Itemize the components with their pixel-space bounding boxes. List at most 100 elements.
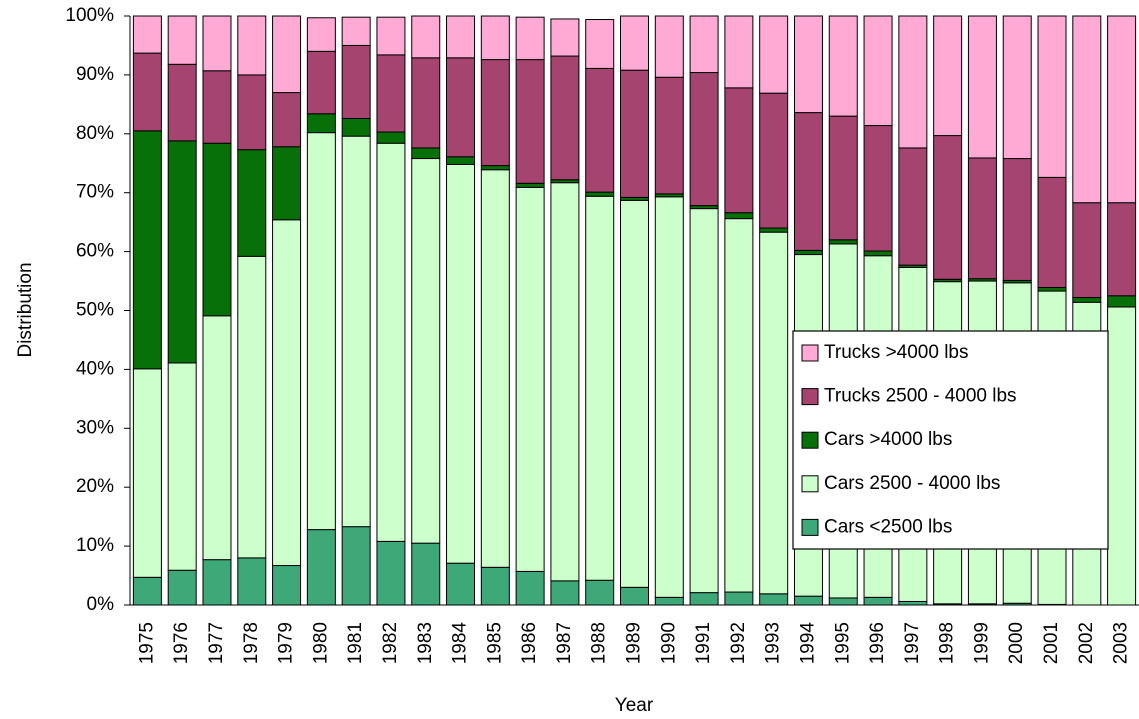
- bar-segment: [620, 69, 649, 198]
- bar-segment: [898, 147, 928, 266]
- x-tick-label: 1993: [763, 622, 784, 664]
- bar-segment: [202, 559, 232, 606]
- y-tick-label: 20%: [76, 476, 114, 497]
- bar-segment: [341, 16, 371, 46]
- x-tick-label: 1999: [971, 622, 992, 664]
- bar-segment: [759, 15, 789, 94]
- bar-segment: [167, 63, 197, 142]
- x-tick-label: 1978: [241, 622, 262, 664]
- x-tick-label: 1988: [589, 622, 610, 664]
- bar-segment: [237, 149, 267, 257]
- x-tick-label: 1984: [450, 622, 471, 665]
- bar-segment: [132, 15, 162, 54]
- bar-segment: [411, 57, 441, 149]
- x-tick-label: 1992: [728, 622, 749, 664]
- bar-segment: [132, 52, 162, 132]
- bar-segment: [724, 591, 754, 606]
- y-tick-label: 40%: [76, 358, 114, 379]
- x-tick-label: 1991: [693, 622, 714, 664]
- bar-segment: [306, 113, 336, 134]
- y-tick-label: 90%: [76, 64, 114, 85]
- bar-segment: [828, 597, 858, 606]
- bar-segment: [446, 15, 476, 59]
- legend-swatch: [801, 344, 819, 362]
- bar-segment: [967, 157, 997, 280]
- bar-segment: [724, 218, 754, 593]
- bar-segment: [759, 593, 789, 606]
- bar-segment: [167, 15, 197, 65]
- bar-segment: [828, 239, 858, 245]
- bar-segment: [585, 19, 615, 69]
- y-tick-label: 0%: [87, 594, 115, 615]
- x-tick-label: 2001: [1041, 622, 1062, 664]
- bar-segment: [898, 600, 928, 606]
- bar-segment: [167, 362, 197, 571]
- bar-segment: [793, 249, 823, 256]
- bar-segment: [933, 135, 963, 280]
- bar-segment: [272, 565, 302, 606]
- bar-segment: [620, 15, 649, 71]
- bar-segment: [515, 186, 545, 572]
- x-tick-label: 1998: [937, 622, 958, 664]
- x-tick-label: 1982: [380, 622, 401, 664]
- bar-segment: [863, 15, 893, 127]
- bar-segment: [446, 57, 476, 158]
- bar-segment: [411, 147, 441, 160]
- bar-segment: [550, 182, 580, 582]
- bar-segment: [863, 250, 893, 257]
- bar-segment: [376, 54, 406, 133]
- bar-segment: [446, 562, 476, 606]
- bar-segment: [446, 163, 476, 564]
- bar-segment: [480, 15, 510, 61]
- y-tick-label: 30%: [76, 417, 114, 438]
- bar-segment: [1072, 297, 1102, 303]
- bar-segment: [515, 16, 545, 61]
- bar-segment: [967, 15, 997, 159]
- bar-segment: [654, 196, 684, 598]
- bar-segment: [306, 50, 336, 115]
- bar-segment: [585, 579, 615, 606]
- bar-segment: [1037, 176, 1067, 289]
- bar-segment: [306, 132, 336, 531]
- bar-segment: [550, 55, 580, 181]
- bar-segment: [202, 70, 232, 144]
- x-tick-label: 1995: [832, 622, 853, 664]
- bar-segment: [1002, 15, 1032, 160]
- bar-segment: [550, 18, 580, 57]
- x-tick-label: 1975: [136, 622, 157, 664]
- bar-segment: [689, 208, 719, 594]
- y-tick-label: 80%: [76, 123, 114, 144]
- bar-segment: [759, 92, 789, 229]
- bar-segment: [167, 140, 197, 364]
- bar-segment: [689, 15, 719, 74]
- bar-segment: [480, 165, 510, 171]
- bar-segment: [341, 526, 371, 606]
- bar-segment: [1002, 158, 1032, 281]
- bar-segment: [237, 557, 267, 606]
- x-tick-label: 1977: [206, 622, 227, 664]
- bar-segment: [132, 576, 162, 606]
- x-tick-label: 1976: [171, 622, 192, 664]
- legend-label: Cars 2500 - 4000 lbs: [824, 473, 1000, 494]
- bar-segment: [132, 368, 162, 578]
- bar-segment: [132, 130, 162, 370]
- legend-swatch: [801, 518, 819, 536]
- bar-segment: [759, 227, 789, 233]
- bar-segment: [620, 586, 649, 606]
- bar-segment: [828, 15, 858, 117]
- bar-segment: [585, 67, 615, 193]
- y-axis-label: Distribution: [15, 262, 36, 357]
- x-tick-label: 1997: [902, 622, 923, 664]
- x-tick-label: 1979: [276, 622, 297, 664]
- legend-swatch: [801, 388, 819, 406]
- bar-segment: [411, 158, 441, 544]
- bar-segment: [654, 596, 684, 606]
- bar-segment: [272, 92, 302, 148]
- y-tick-label: 50%: [76, 300, 114, 321]
- bar-segment: [272, 146, 302, 221]
- bar-segment: [341, 44, 371, 119]
- legend-label: Cars <2500 lbs: [824, 516, 952, 537]
- x-tick-label: 1983: [415, 622, 436, 664]
- bar-segment: [202, 142, 232, 317]
